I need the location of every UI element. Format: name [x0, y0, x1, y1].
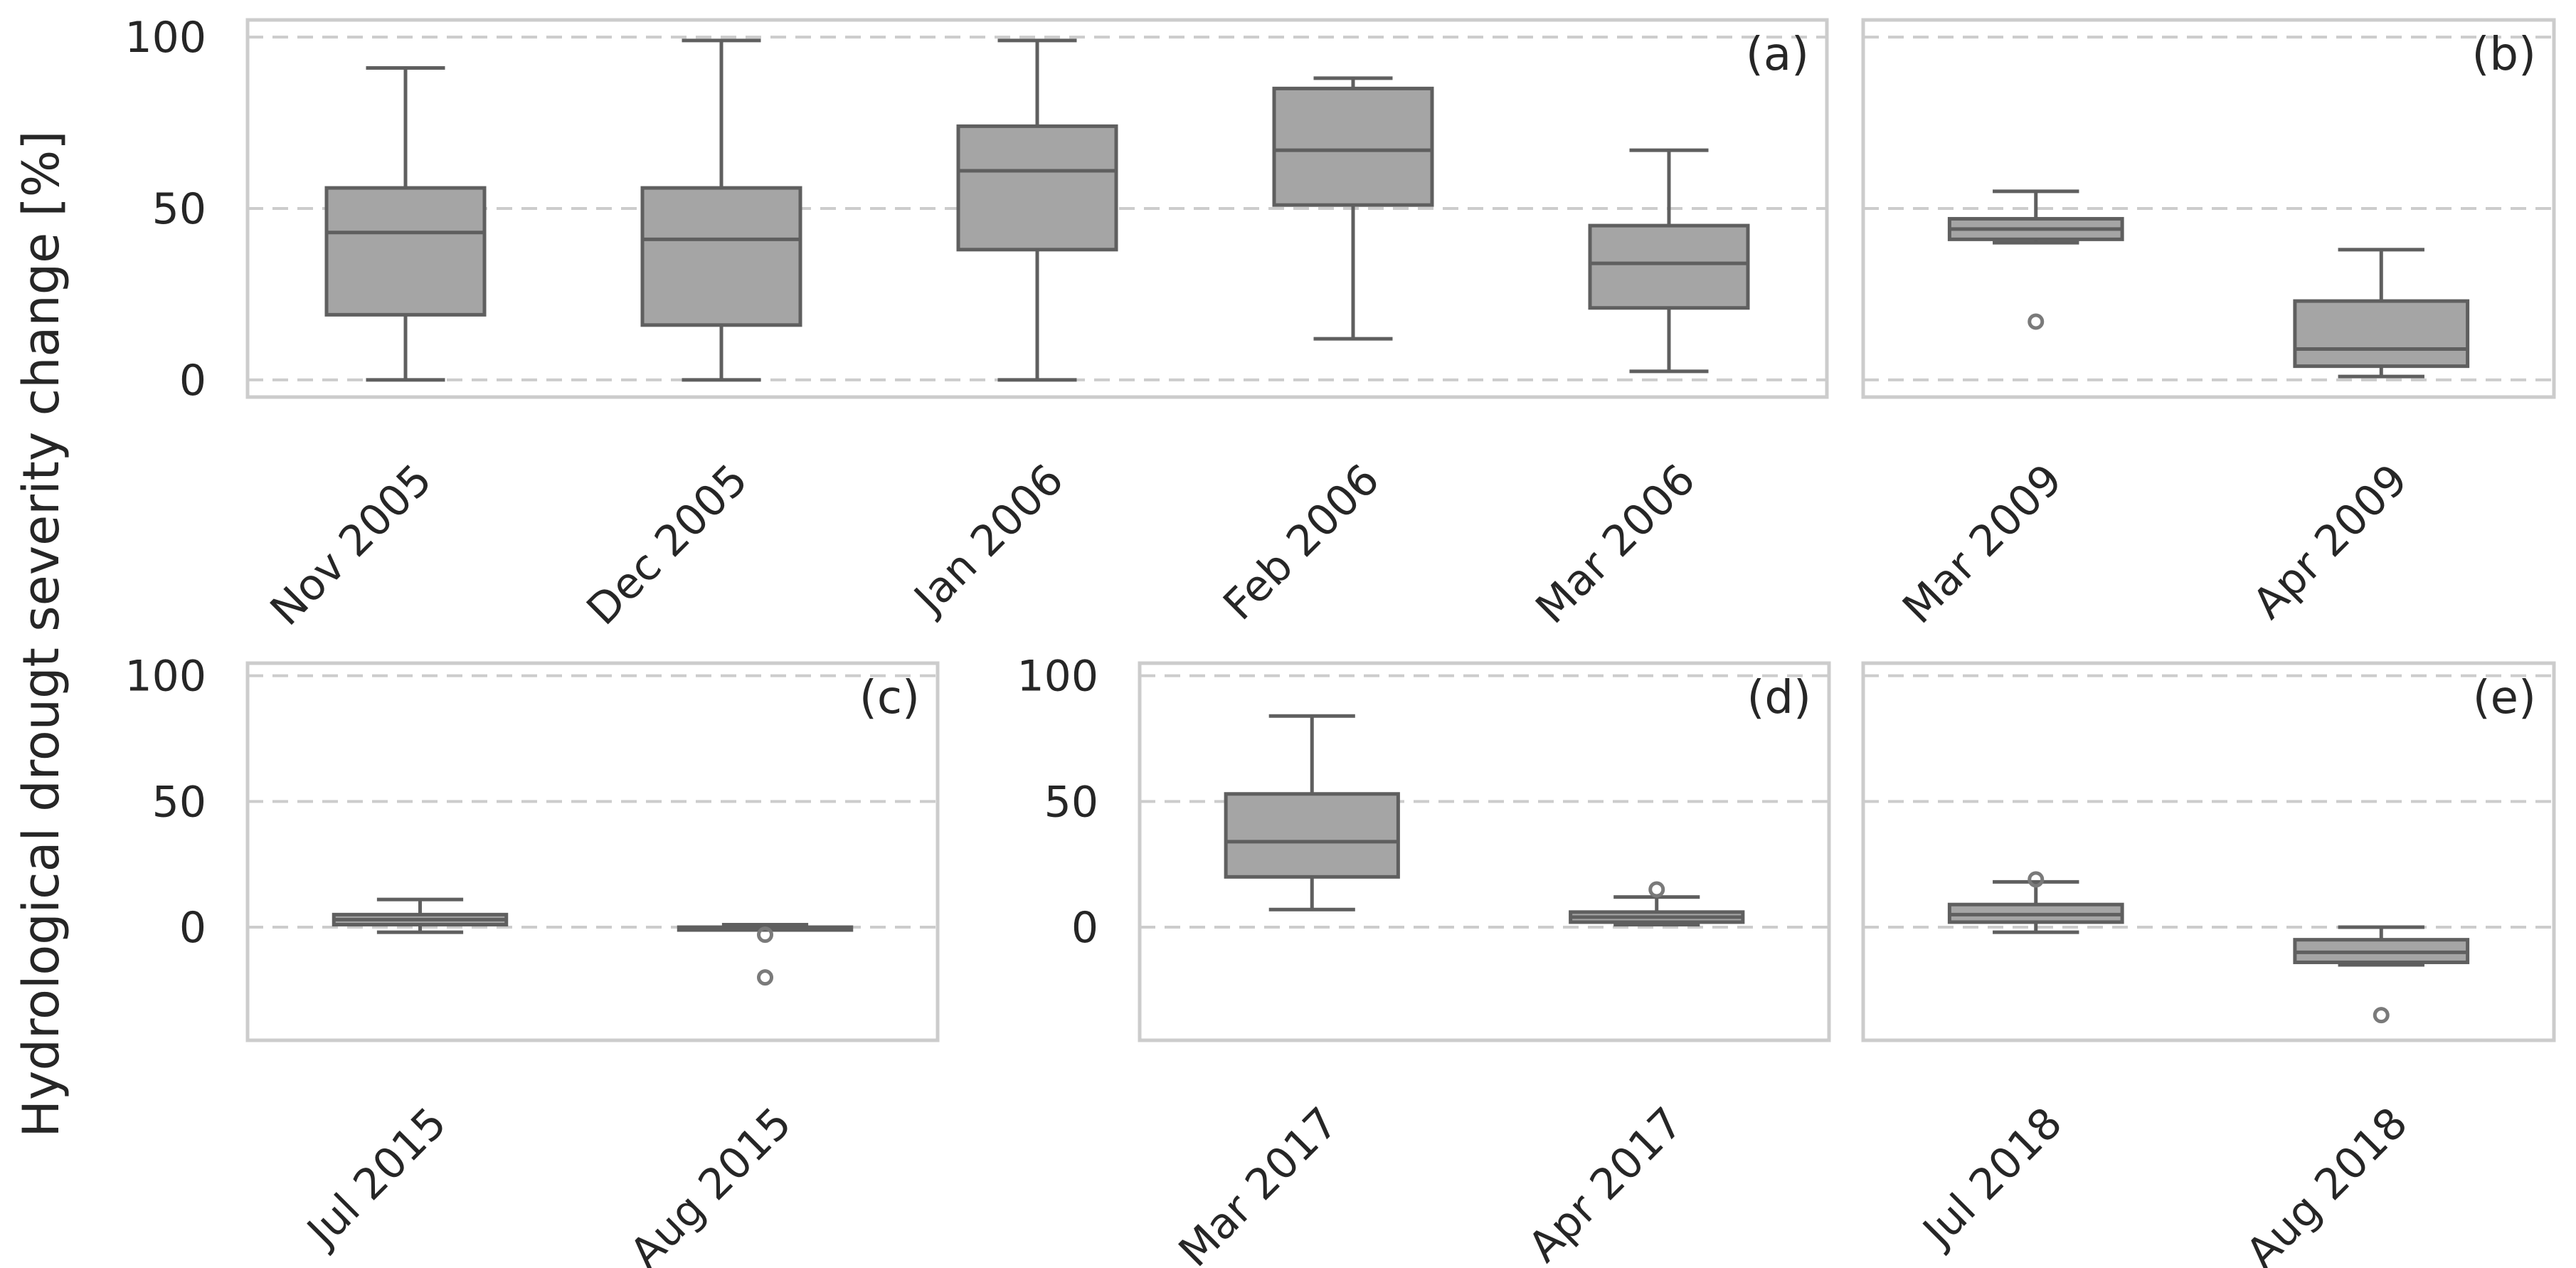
box-mar-2009: Mar 2009 — [1893, 189, 2124, 633]
axes-frame — [1861, 661, 2556, 1042]
box-jan-2006: Jan 2006 — [903, 38, 1118, 625]
x-tick-label: Nov 2005 — [261, 455, 442, 635]
panel-a: 0 50 100 Nov 2005 Dec 2005 Jan 2006 Feb 2006 Ma… — [124, 13, 1829, 635]
iqr-box — [1272, 86, 1434, 207]
y-tick-label: 100 — [124, 652, 206, 702]
x-tick-label: Apr 2017 — [1519, 1098, 1692, 1268]
x-tick-label: Aug 2015 — [620, 1098, 801, 1268]
x-tick-label: Jan 2006 — [903, 455, 1073, 625]
iqr-box — [1588, 223, 1750, 310]
axes-frame — [245, 661, 940, 1042]
panel-label: (a) — [1746, 28, 1809, 81]
iqr-box — [640, 186, 802, 327]
outlier-point — [2028, 313, 2045, 330]
x-tick-label: Mar 2017 — [1170, 1098, 1348, 1268]
y-tick-label: 0 — [1071, 903, 1098, 953]
x-tick-label: Mar 2006 — [1527, 455, 1705, 633]
box-apr-2017: Apr 2017 — [1519, 881, 1745, 1268]
panel-e: Jul 2018 Aug 2018 (e) — [1861, 661, 2556, 1268]
box-feb-2006: Feb 2006 — [1214, 76, 1434, 630]
y-tick-label: 100 — [124, 13, 206, 63]
x-tick-label: Aug 2018 — [2237, 1098, 2417, 1268]
iqr-box — [956, 124, 1118, 252]
panel-label: (c) — [859, 672, 920, 724]
box-jul-2015: Jul 2015 — [296, 897, 509, 1258]
box-aug-2015: Aug 2015 — [620, 922, 854, 1268]
box-nov-2005: Nov 2005 — [261, 65, 487, 635]
panel-b: Mar 2009 Apr 2009 (b) — [1861, 18, 2556, 633]
outlier-point — [1648, 881, 1665, 898]
panel-d: 0 50 100 Mar 2017 Apr 2017 (d) — [1017, 652, 1831, 1268]
panel-c: 0 50 100 Jul 2015 Aug 2015 (c) — [124, 652, 940, 1268]
y-tick-label: 100 — [1017, 652, 1098, 702]
iqr-box — [1224, 792, 1400, 879]
box-apr-2009: Apr 2009 — [2243, 248, 2470, 628]
outlier-point — [2373, 1007, 2390, 1024]
x-tick-label: Jul 2015 — [296, 1098, 456, 1258]
panel-label: (b) — [2471, 28, 2536, 81]
x-tick-label: Jul 2018 — [1912, 1098, 2072, 1258]
iqr-box — [324, 186, 487, 317]
y-tick-label: 50 — [1044, 777, 1098, 827]
y-tick-label: 50 — [152, 184, 206, 234]
outlier-point — [757, 969, 773, 986]
box-jul-2018: Jul 2018 — [1912, 871, 2124, 1258]
outlier-point — [757, 926, 773, 944]
x-tick-label: Feb 2006 — [1214, 455, 1389, 630]
y-tick-label: 0 — [179, 356, 206, 406]
y-axis-label: Hydrological drougt severity change [%] — [12, 130, 70, 1137]
x-tick-label: Apr 2009 — [2243, 455, 2417, 628]
box-mar-2006: Mar 2006 — [1527, 148, 1750, 633]
axes-frame — [1138, 661, 1831, 1042]
box-aug-2018: Aug 2018 — [2237, 925, 2470, 1268]
y-tick-label: 50 — [152, 777, 206, 827]
panel-label: (e) — [2473, 672, 2536, 724]
box-dec-2005: Dec 2005 — [578, 38, 802, 635]
outlier-point — [2028, 871, 2045, 888]
x-tick-label: Mar 2009 — [1893, 455, 2072, 633]
iqr-box — [2293, 299, 2470, 369]
y-tick-label: 0 — [179, 903, 206, 953]
x-tick-label: Dec 2005 — [578, 455, 758, 635]
axes-frame — [1861, 18, 2556, 399]
panel-label: (d) — [1747, 672, 1811, 724]
box-mar-2017: Mar 2017 — [1170, 714, 1400, 1268]
axes-frame — [245, 18, 1829, 399]
